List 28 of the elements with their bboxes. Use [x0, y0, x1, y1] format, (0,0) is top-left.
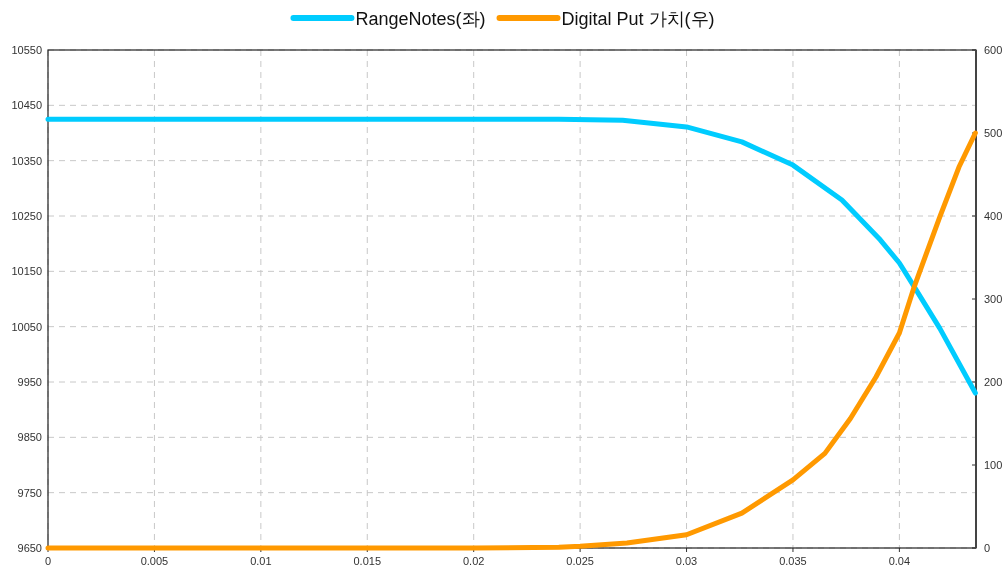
y-tick-label: 9850	[17, 431, 42, 444]
x-tick-label: 0.02	[462, 555, 485, 567]
x-tick-label: 0.03	[675, 555, 698, 567]
y2-tick-label: 400	[984, 210, 1003, 222]
y2-tick-label: 500	[984, 127, 1003, 139]
x-tick-label: 0.04	[888, 555, 911, 567]
y-tick-label: 10450	[11, 99, 42, 112]
y-tick-label: 9950	[17, 376, 42, 388]
y2-tick-label: 600	[984, 44, 1003, 56]
y-tick-label: 10050	[11, 320, 42, 333]
y-tick-label: 10150	[11, 265, 42, 278]
y2-tick-label: 300	[984, 293, 1003, 305]
y-tick-label: 9650	[17, 542, 42, 554]
x-tick-label: 0	[44, 555, 52, 567]
y-tick-label: 10550	[11, 44, 42, 56]
x-tick-label: 0.015	[353, 555, 382, 567]
y-tick-label: 9750	[17, 486, 42, 499]
x-tick-label: 0.01	[250, 555, 272, 567]
y-tick-label: 10250	[11, 210, 42, 222]
y2-tick-label: 0	[984, 542, 991, 554]
y-tick-label: 10350	[11, 154, 42, 167]
y2-tick-label: 200	[984, 376, 1003, 388]
x-tick-label: 0.035	[779, 555, 807, 567]
x-tick-label: 0.005	[140, 555, 169, 567]
legend-label: Digital Put 가치(우)	[561, 9, 715, 29]
y2-tick-label: 100	[984, 459, 1003, 471]
legend-label: RangeNotes(좌)	[355, 9, 486, 29]
x-tick-label: 0.025	[566, 555, 594, 567]
